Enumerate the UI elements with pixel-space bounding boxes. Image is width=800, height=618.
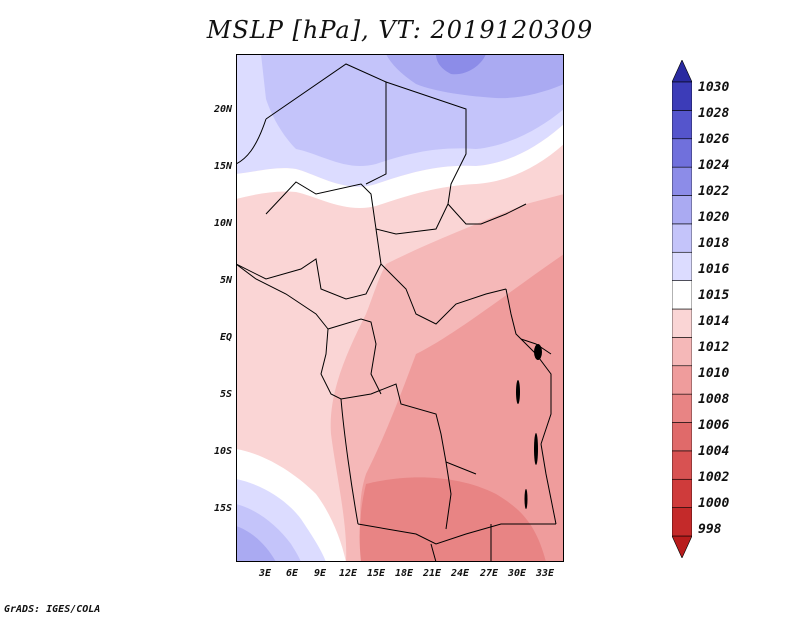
colorbar-cell [672, 535, 692, 558]
lon-tick-label: 12E [338, 568, 358, 579]
colorbar-label: 1002 [698, 470, 730, 485]
colorbar-cell [672, 280, 692, 310]
lon-tick-label: 30E [507, 568, 527, 579]
lat-tick-label: 15S [213, 503, 232, 514]
high-zone-inner [386, 54, 564, 99]
colorbar-label: 1012 [698, 340, 730, 355]
colorbar-label: 1026 [698, 132, 730, 147]
lon-tick-label: 18E [394, 568, 414, 579]
colorbar-cell [672, 195, 692, 225]
colorbar-cell [672, 251, 692, 281]
colorbar-label: 1000 [698, 496, 730, 511]
colorbar-cell [672, 365, 692, 395]
colorbar-label: 1016 [698, 262, 730, 277]
colorbar-cell [672, 422, 692, 452]
colorbar-label: 1008 [698, 392, 730, 407]
colorbar-cell [672, 138, 692, 168]
colorbar-label: 1022 [698, 184, 730, 199]
high-zone-southwest-core [236, 526, 276, 562]
colorbar-label: 1030 [698, 80, 730, 95]
chart-title: MSLP [hPa], VT: 2019120309 [206, 16, 594, 44]
lon-tick-label: 6E [285, 568, 299, 579]
colorbar-cell [672, 60, 692, 83]
map-frame [236, 54, 564, 562]
lon-tick-label: 3E [258, 568, 272, 579]
lat-tick-label: 5N [219, 275, 232, 286]
credit-text: GrADS: IGES/COLA [4, 604, 101, 615]
colorbar-cell [672, 166, 692, 196]
colorbar-label: 1004 [698, 444, 730, 459]
lon-tick-label: 21E [422, 568, 442, 579]
lon-tick-label: 27E [479, 568, 499, 579]
lat-tick-label: 10N [213, 218, 232, 229]
colorbar-cell [672, 81, 692, 111]
colorbar-label: 1020 [698, 210, 730, 225]
lat-tick-label: 10S [213, 446, 232, 457]
colorbar-cell [672, 223, 692, 253]
lat-tick-label: 5S [219, 389, 232, 400]
high-zone-core [436, 54, 486, 75]
colorbar-label: 1010 [698, 366, 730, 381]
colorbar-cell [672, 110, 692, 140]
colorbar-label: 1014 [698, 314, 730, 329]
low-zone-south-deeper [359, 477, 546, 562]
colorbar-cell [672, 507, 692, 537]
colorbar-cell [672, 308, 692, 338]
lat-tick-label: EQ [219, 332, 232, 343]
colorbar-label: 1024 [698, 158, 730, 173]
colorbar-cell [672, 337, 692, 367]
colorbar-label: 998 [698, 522, 722, 537]
pressure-map [236, 54, 564, 562]
colorbar-label: 1006 [698, 418, 730, 433]
colorbar-cell [672, 450, 692, 480]
neutral-band-north [236, 124, 564, 209]
lon-tick-label: 33E [535, 568, 555, 579]
lon-tick-label: 15E [366, 568, 386, 579]
colorbar [672, 60, 692, 558]
lon-tick-label: 9E [313, 568, 327, 579]
borders [236, 63, 557, 562]
colorbar-cell [672, 393, 692, 423]
colorbar-label: 1015 [698, 288, 730, 303]
lat-tick-label: 15N [213, 161, 232, 172]
lakes [516, 344, 542, 509]
colorbar-label: 1028 [698, 106, 730, 121]
lat-tick-label: 20N [213, 104, 232, 115]
colorbar-cell [672, 478, 692, 508]
colorbar-label: 1018 [698, 236, 730, 251]
lon-tick-label: 24E [450, 568, 470, 579]
